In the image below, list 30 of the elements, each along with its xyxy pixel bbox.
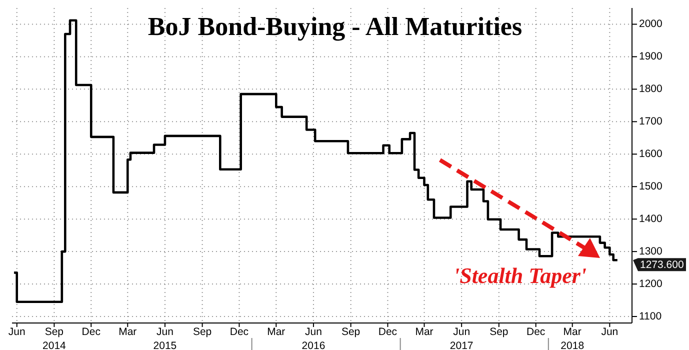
x-tick-label: Dec <box>230 326 249 338</box>
x-tick-label: Dec <box>82 326 100 338</box>
chart-title: BoJ Bond-Buying - All Maturities <box>148 12 522 41</box>
y-tick-label: 1100 <box>639 310 662 323</box>
x-tick-label: Jun <box>8 326 26 338</box>
y-tick-label: 1600 <box>639 148 663 160</box>
y-tick-label: 1300 <box>639 246 663 258</box>
x-tick-label: Dec <box>526 326 546 338</box>
y-tick-label: 1800 <box>639 83 663 96</box>
y-tick-label: 1400 <box>639 213 663 226</box>
y-tick-label: 2000 <box>639 18 663 30</box>
text: 1273.600 <box>640 259 684 272</box>
x-tick-label: Mar <box>267 326 286 338</box>
x-tick-label: Sep <box>192 326 212 338</box>
x-tick-label: Jun 2016 <box>302 326 326 350</box>
x-tick-label: Sep <box>490 326 508 338</box>
x-tick-label: Dec <box>378 326 398 338</box>
y-tick-label: 1900 <box>639 50 663 63</box>
x-tick-label: Mar <box>118 326 138 338</box>
x-tick-label: Jun 2015 <box>153 326 177 350</box>
y-tick-label: 1700 <box>639 116 663 128</box>
annotation: 'Stealth Taper' <box>453 263 587 288</box>
y-tick-label: 1200 <box>639 278 663 290</box>
x-tick-label: Mar 2018 <box>560 326 584 350</box>
x-tick-label: Mar <box>415 326 434 338</box>
x-tick-label: Jun 2017 <box>450 326 474 350</box>
x-tick-label: Sep <box>341 326 360 338</box>
x-tick-label: Jun <box>601 326 618 338</box>
y-tick-label: 1500 <box>639 180 663 193</box>
x-tick-label: Sep 2014 <box>42 326 66 350</box>
